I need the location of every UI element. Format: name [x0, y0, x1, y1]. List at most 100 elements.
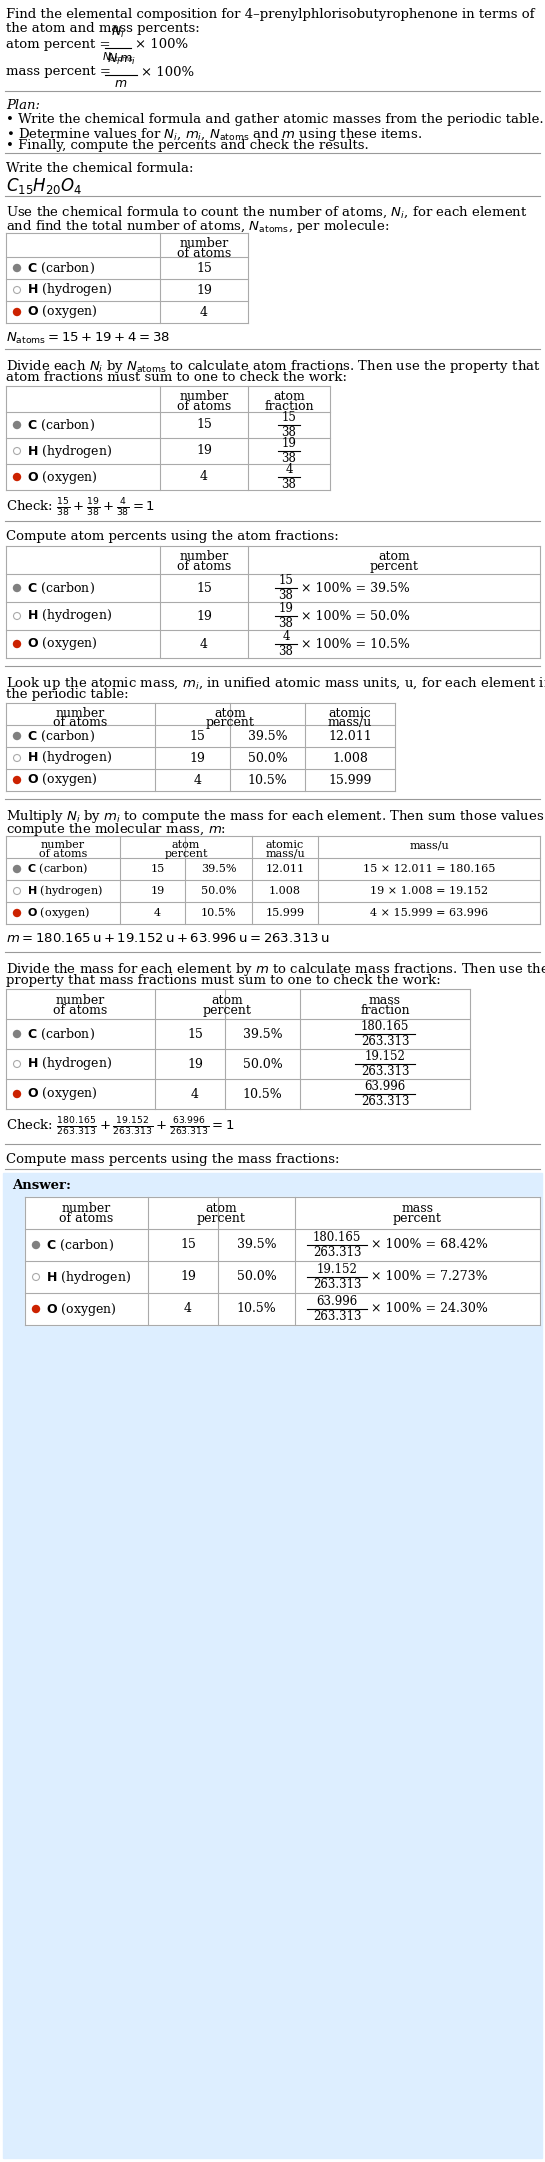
Text: × 100% = 68.42%: × 100% = 68.42% — [371, 1239, 487, 1252]
Text: × 100%: × 100% — [135, 39, 188, 52]
Text: atom: atom — [205, 1202, 238, 1215]
Text: $\mathbf{C}$ (carbon): $\mathbf{C}$ (carbon) — [27, 1027, 95, 1042]
Text: $N_\mathrm{atoms} = 15 + 19 + 4 = 38$: $N_\mathrm{atoms} = 15 + 19 + 4 = 38$ — [6, 331, 170, 346]
Circle shape — [14, 584, 21, 592]
Text: $\mathbf{O}$ (oxygen): $\mathbf{O}$ (oxygen) — [46, 1302, 117, 1317]
Text: $m = 180.165\,\mathrm{u} + 19.152\,\mathrm{u} + 63.996\,\mathrm{u} = 263.313\,\m: $m = 180.165\,\mathrm{u} + 19.152\,\math… — [6, 932, 329, 945]
Text: percent: percent — [203, 1003, 252, 1016]
Text: 50.0%: 50.0% — [201, 886, 236, 895]
Text: $\mathbf{O}$ (oxygen): $\mathbf{O}$ (oxygen) — [27, 469, 98, 486]
Text: Divide each $N_i$ by $N_\mathrm{atoms}$ to calculate atom fractions. Then use th: Divide each $N_i$ by $N_\mathrm{atoms}$ … — [6, 359, 541, 374]
Text: 263.313: 263.313 — [361, 1036, 409, 1049]
Text: 4: 4 — [200, 471, 208, 484]
Text: of atoms: of atoms — [53, 716, 107, 729]
Text: 10.5%: 10.5% — [201, 908, 236, 919]
Text: 4: 4 — [193, 774, 202, 787]
Circle shape — [33, 1241, 39, 1247]
Circle shape — [14, 733, 21, 739]
Text: atom percent =: atom percent = — [6, 39, 115, 52]
Text: 19: 19 — [196, 283, 212, 296]
Text: $\mathbf{H}$ (hydrogen): $\mathbf{H}$ (hydrogen) — [46, 1269, 131, 1286]
Text: 263.313: 263.313 — [313, 1278, 361, 1291]
Text: $N_\mathrm{atoms}$: $N_\mathrm{atoms}$ — [102, 50, 134, 65]
Text: 19: 19 — [190, 752, 205, 765]
Text: of atoms: of atoms — [39, 850, 87, 858]
Text: 38: 38 — [278, 644, 293, 657]
Text: of atoms: of atoms — [53, 1003, 107, 1016]
Circle shape — [14, 910, 21, 917]
Text: 15: 15 — [187, 1027, 203, 1040]
Text: 263.313: 263.313 — [361, 1066, 409, 1079]
Text: the atom and mass percents:: the atom and mass percents: — [6, 22, 200, 35]
Text: $\mathbf{H}$ (hydrogen): $\mathbf{H}$ (hydrogen) — [27, 1055, 112, 1072]
Text: number: number — [179, 549, 228, 562]
Text: × 100% = 24.30%: × 100% = 24.30% — [371, 1302, 487, 1314]
Text: 19: 19 — [196, 445, 212, 458]
Text: 4: 4 — [200, 638, 208, 651]
Text: number: number — [41, 841, 85, 850]
Text: 63.996: 63.996 — [365, 1081, 405, 1094]
Text: × 100%: × 100% — [141, 65, 194, 78]
Text: number: number — [62, 1202, 111, 1215]
Text: mass/u: mass/u — [409, 841, 449, 850]
Text: 19: 19 — [278, 601, 293, 614]
Circle shape — [14, 612, 21, 620]
Text: percent: percent — [164, 850, 208, 858]
Text: 19.152: 19.152 — [317, 1263, 358, 1276]
Text: 10.5%: 10.5% — [237, 1302, 276, 1314]
Text: 19: 19 — [196, 610, 212, 623]
Text: mass: mass — [402, 1202, 433, 1215]
Text: 180.165: 180.165 — [361, 1020, 409, 1033]
Text: $\mathbf{C}$ (carbon): $\mathbf{C}$ (carbon) — [27, 729, 95, 744]
Text: 15: 15 — [196, 582, 212, 595]
Circle shape — [14, 1031, 21, 1038]
Circle shape — [33, 1306, 39, 1312]
Text: 15: 15 — [278, 573, 293, 588]
Text: 38: 38 — [282, 426, 296, 439]
Text: 15 × 12.011 = 180.165: 15 × 12.011 = 180.165 — [363, 865, 495, 873]
Text: $\mathbf{C}$ (carbon): $\mathbf{C}$ (carbon) — [46, 1237, 114, 1252]
Text: atom: atom — [273, 389, 305, 402]
Text: 38: 38 — [278, 588, 293, 601]
Text: $\mathbf{O}$ (oxygen): $\mathbf{O}$ (oxygen) — [27, 1085, 98, 1103]
Text: 4: 4 — [285, 463, 293, 476]
Text: $\mathbf{C}$ (carbon): $\mathbf{C}$ (carbon) — [27, 259, 95, 275]
Text: × 100% = 50.0%: × 100% = 50.0% — [301, 610, 409, 623]
Text: and find the total number of atoms, $N_\mathrm{atoms}$, per molecule:: and find the total number of atoms, $N_\… — [6, 218, 389, 236]
Text: atom: atom — [211, 995, 244, 1007]
Text: 19: 19 — [150, 886, 165, 895]
Circle shape — [14, 886, 21, 895]
Text: of atoms: of atoms — [177, 560, 231, 573]
Text: 15: 15 — [190, 729, 205, 742]
Text: atom: atom — [378, 549, 410, 562]
Text: • Finally, compute the percents and check the results.: • Finally, compute the percents and chec… — [6, 138, 369, 151]
Text: of atoms: of atoms — [177, 246, 231, 259]
Text: $\mathbf{C}$ (carbon): $\mathbf{C}$ (carbon) — [27, 417, 95, 432]
Text: $\mathbf{H}$ (hydrogen): $\mathbf{H}$ (hydrogen) — [27, 608, 112, 625]
Text: mass/u: mass/u — [265, 850, 305, 858]
Text: 38: 38 — [278, 616, 293, 629]
Text: 263.313: 263.313 — [313, 1245, 361, 1258]
Text: $N_im_i$: $N_im_i$ — [107, 52, 135, 67]
Text: $\mathbf{H}$ (hydrogen): $\mathbf{H}$ (hydrogen) — [27, 750, 112, 768]
Text: $\mathbf{O}$ (oxygen): $\mathbf{O}$ (oxygen) — [27, 636, 98, 653]
Text: 4: 4 — [154, 908, 161, 919]
Text: 12.011: 12.011 — [328, 729, 372, 742]
Text: Look up the atomic mass, $m_i$, in unified atomic mass units, u, for each elemen: Look up the atomic mass, $m_i$, in unifi… — [6, 675, 545, 692]
Text: of atoms: of atoms — [177, 400, 231, 413]
Text: 15: 15 — [196, 419, 212, 432]
Text: × 100% = 7.273%: × 100% = 7.273% — [371, 1271, 487, 1284]
Text: 39.5%: 39.5% — [201, 865, 236, 873]
Text: Find the elemental composition for 4–prenylphlorisobutyrophenone in terms of: Find the elemental composition for 4–pre… — [6, 9, 535, 22]
Circle shape — [14, 865, 21, 873]
Circle shape — [14, 288, 21, 294]
Text: fraction: fraction — [360, 1003, 410, 1016]
Circle shape — [14, 1062, 21, 1068]
Text: 38: 38 — [282, 478, 296, 491]
Text: $\mathbf{O}$ (oxygen): $\mathbf{O}$ (oxygen) — [27, 303, 98, 320]
Text: 39.5%: 39.5% — [243, 1027, 282, 1040]
Text: $\mathbf{H}$ (hydrogen): $\mathbf{H}$ (hydrogen) — [27, 884, 103, 899]
Text: $m$: $m$ — [114, 78, 128, 91]
Text: compute the molecular mass, $m$:: compute the molecular mass, $m$: — [6, 822, 226, 839]
Circle shape — [14, 1090, 21, 1098]
